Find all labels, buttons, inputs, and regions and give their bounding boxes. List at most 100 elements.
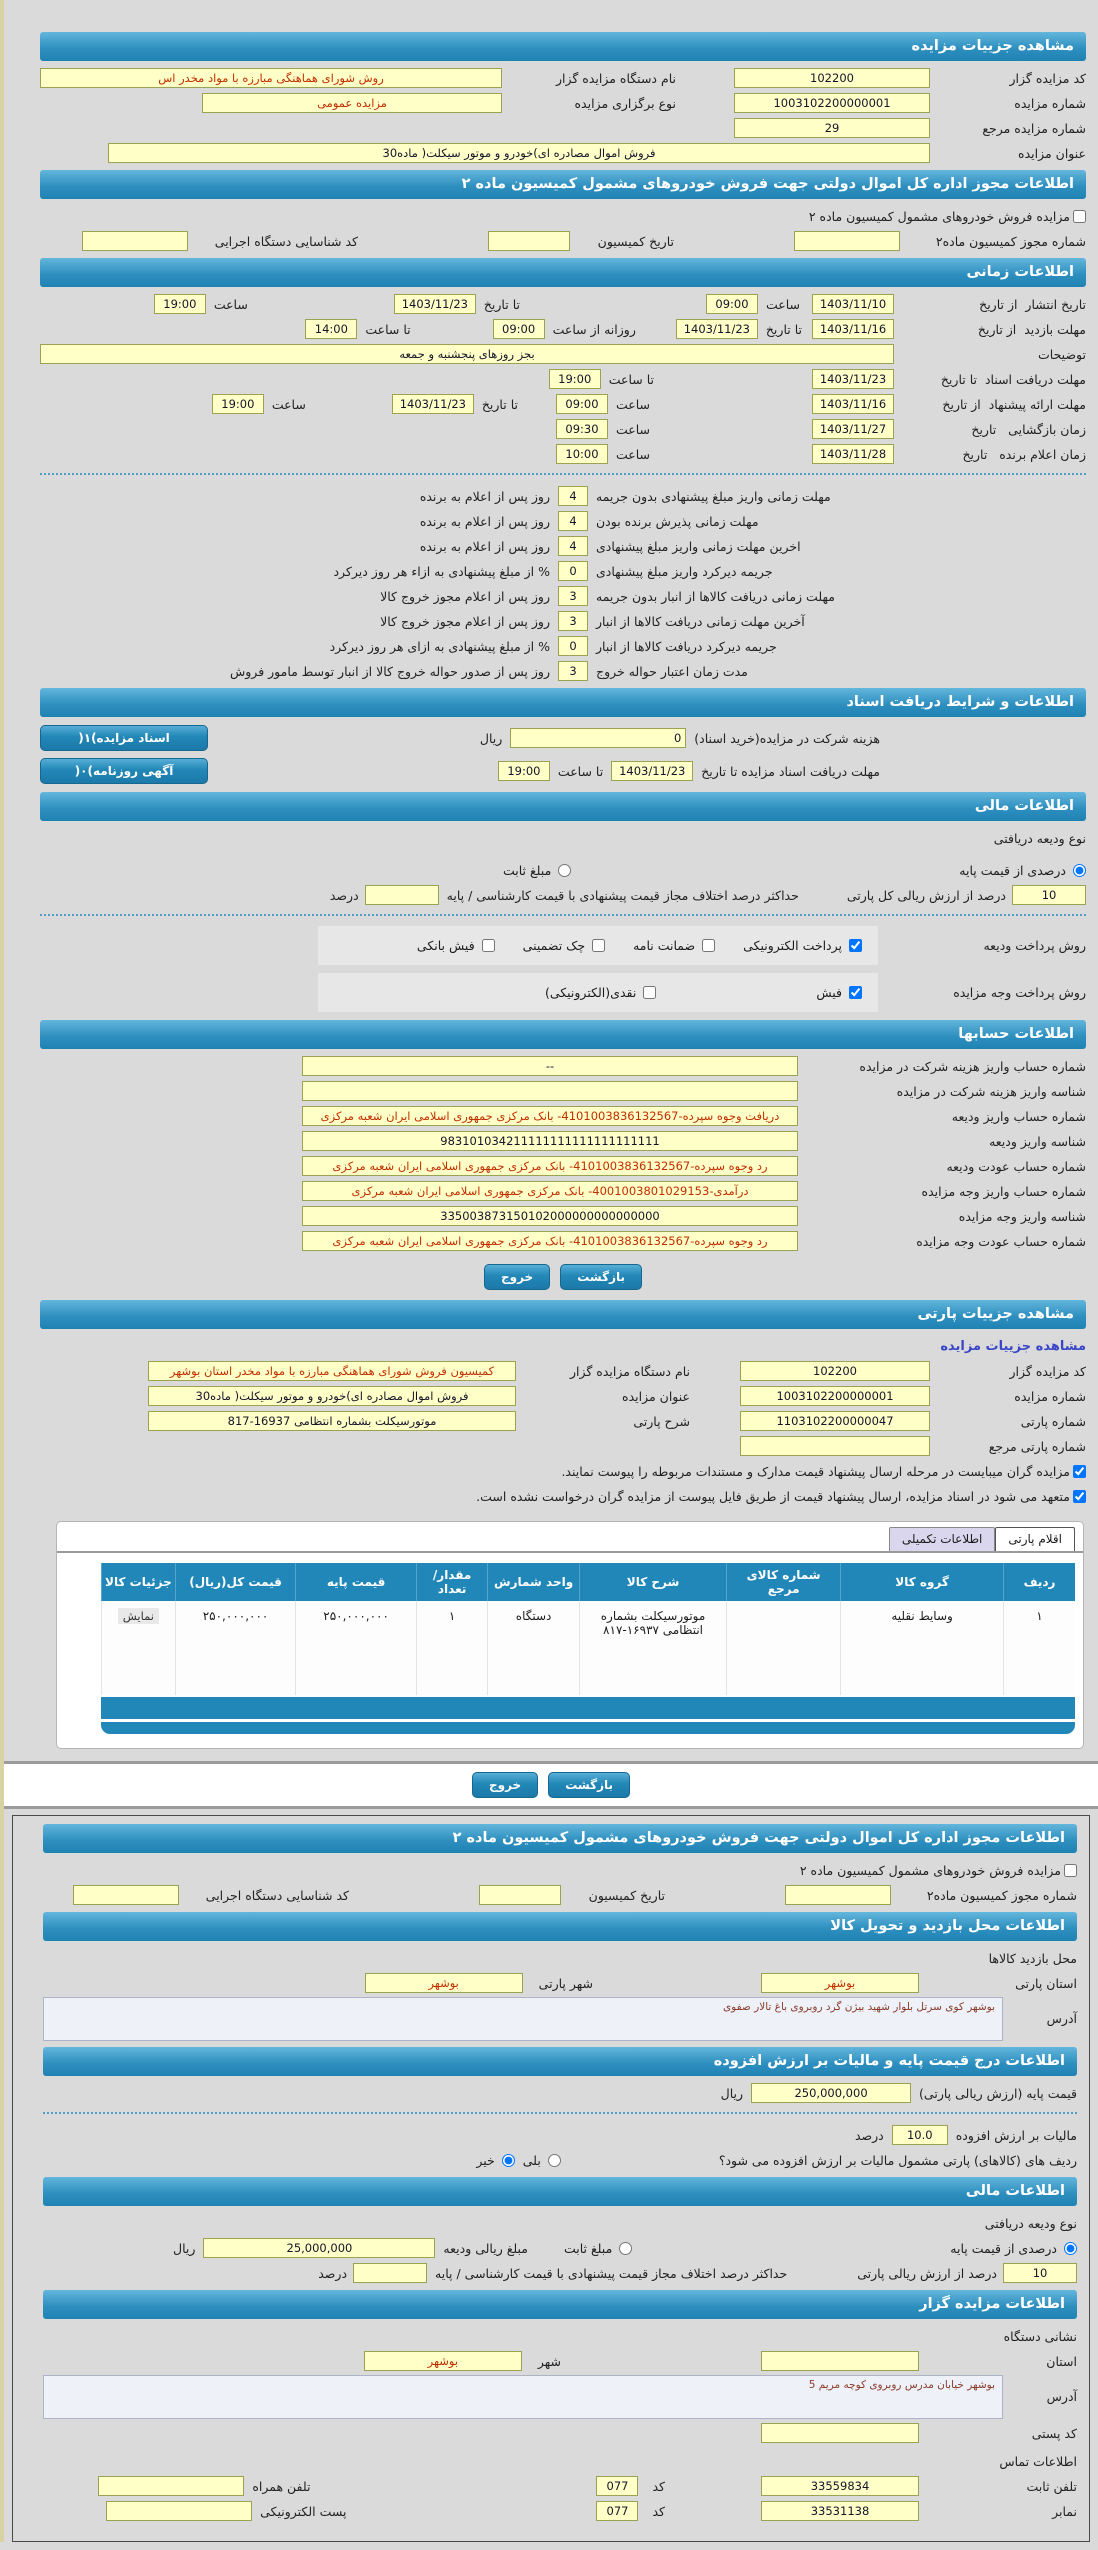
exit-button-1[interactable]: خروج: [483, 1264, 551, 1290]
fax-code-input[interactable]: 077: [596, 2501, 639, 2521]
phone-input[interactable]: 33559834: [761, 2476, 919, 2496]
made2-checkbox[interactable]: [1073, 209, 1086, 223]
docs-deadline-time-input[interactable]: 19:00: [548, 369, 601, 389]
party-auction-no-input[interactable]: 1003102200000001: [740, 1386, 930, 1406]
winner-time-input[interactable]: 10:00: [555, 444, 608, 464]
org-name-input[interactable]: روش شورای هماهنگی مبارزه با مواد مخدر اس: [40, 68, 502, 88]
bidder-code-input[interactable]: 102200: [734, 68, 930, 88]
docs-receive-time-input[interactable]: 19:00: [497, 761, 550, 781]
visit-daily-to-time-input[interactable]: 14:00: [305, 319, 358, 339]
acc-input-2[interactable]: دریافت وجوه سپرده-4101003836132567- بانک…: [302, 1106, 798, 1126]
vat-no-radio[interactable]: [501, 2153, 515, 2167]
party-bidder-code-input[interactable]: 102200: [740, 1361, 930, 1381]
tab-party-items[interactable]: اقلام پارتی: [995, 1527, 1075, 1551]
docs-receive-date-input[interactable]: 1403/11/23: [611, 761, 694, 781]
publish-to-date-input[interactable]: 1403/11/23: [393, 294, 476, 314]
auction-type-input[interactable]: مزایده عمومی: [202, 93, 502, 113]
auction-no-input[interactable]: 1003102200000001: [734, 93, 930, 113]
docs-deadline-date-input[interactable]: 1403/11/23: [812, 369, 894, 389]
postal-code-input[interactable]: [761, 2423, 919, 2443]
mobile-input[interactable]: [98, 2476, 245, 2496]
ref-no-input[interactable]: 29: [734, 118, 930, 138]
bank-slip-checkbox[interactable]: [481, 939, 495, 952]
max-diff-input-2[interactable]: [353, 2263, 428, 2283]
opening-date-input[interactable]: 1403/11/27: [812, 419, 894, 439]
made2-permit-no-input-2[interactable]: [785, 1885, 891, 1905]
deposit-amount-input[interactable]: 25,000,000: [203, 2238, 436, 2258]
guaranteed-check-checkbox[interactable]: [592, 939, 606, 952]
party-org-input[interactable]: کمیسیون فروش شورای هماهنگی مبارزه با موا…: [148, 1361, 516, 1381]
party-desc-input[interactable]: موتورسیکلت بشماره انتظامی 16937-817: [148, 1411, 516, 1431]
party-city-input[interactable]: بوشهر: [364, 1973, 523, 1993]
publish-from-time-input[interactable]: 09:00: [705, 294, 758, 314]
deposit-percent-input-1[interactable]: 10: [1012, 885, 1086, 905]
electronic-payment-checkbox[interactable]: [849, 939, 862, 952]
party-auction-title-input[interactable]: فروش اموال مصادره ای)خودرو و موتور سیکلت…: [148, 1386, 516, 1406]
vat-input[interactable]: 10.0: [891, 2125, 948, 2145]
bidder-province-input[interactable]: [761, 2351, 919, 2371]
exec-id-input-2[interactable]: [73, 1885, 179, 1905]
party-address-input[interactable]: بوشهر کوی سرتل بلوار شهید بیژن گرد روبرو…: [43, 1997, 1003, 2041]
made2-permit-no-input[interactable]: [794, 231, 900, 251]
attach-docs-checkbox[interactable]: [1073, 1464, 1086, 1478]
pen-input-6[interactable]: 0: [558, 636, 588, 656]
max-diff-input-1[interactable]: [364, 885, 439, 905]
visit-to-date-input[interactable]: 1403/11/23: [675, 319, 758, 339]
percent-of-base-radio-1[interactable]: [1073, 863, 1086, 877]
commission-date-input[interactable]: [488, 231, 570, 251]
pen-input-5[interactable]: 3: [558, 611, 588, 631]
commission-date-input-2[interactable]: [479, 1885, 561, 1905]
publish-from-date-input[interactable]: 1403/11/10: [812, 294, 894, 314]
auction-docs-button[interactable]: اسناد مزایده)۱(: [40, 725, 208, 751]
bidder-address-input[interactable]: بوشهر خیابان مدرس روبروی کوچه مریم 5: [43, 2375, 1003, 2419]
back-button-2[interactable]: بازگشت: [548, 1772, 631, 1798]
deposit-percent-input-2[interactable]: 10: [1003, 2263, 1077, 2283]
offer-from-time-input[interactable]: 09:00: [555, 394, 608, 414]
back-button-1[interactable]: بازگشت: [560, 1264, 643, 1290]
fax-input[interactable]: 33531138: [761, 2501, 919, 2521]
phone-code-input[interactable]: 077: [596, 2476, 639, 2496]
tab-additional-info[interactable]: اطلاعات تکمیلی: [888, 1527, 996, 1551]
winner-date-input[interactable]: 1403/11/28: [812, 444, 894, 464]
offer-to-date-input[interactable]: 1403/11/23: [391, 394, 474, 414]
offer-to-time-input[interactable]: 19:00: [211, 394, 264, 414]
email-input[interactable]: [106, 2501, 253, 2521]
party-ref-input[interactable]: [740, 1436, 930, 1456]
acc-input-1[interactable]: [302, 1081, 798, 1101]
acc-input-6[interactable]: 335003873150102000000000000000: [302, 1206, 798, 1226]
pen-input-3[interactable]: 0: [558, 561, 588, 581]
party-no-input[interactable]: 1103102200000047: [740, 1411, 930, 1431]
acc-input-7[interactable]: رد وجوه سپرده-4101003836132567- بانک مرک…: [302, 1231, 798, 1251]
pen-input-0[interactable]: 4: [558, 486, 588, 506]
acc-input-4[interactable]: رد وجوه سپرده-4101003836132567- بانک مرک…: [302, 1156, 798, 1176]
acc-input-3[interactable]: 983101034211111111111111111111: [302, 1131, 798, 1151]
offer-from-date-input[interactable]: 1403/11/16: [812, 394, 894, 414]
docs-fee-input[interactable]: 0: [510, 728, 687, 748]
cash-electronic-checkbox[interactable]: [643, 986, 657, 999]
acc-input-0[interactable]: --: [302, 1056, 798, 1076]
opening-time-input[interactable]: 09:30: [555, 419, 608, 439]
fixed-amount-radio-1[interactable]: [558, 863, 572, 877]
publish-to-time-input[interactable]: 19:00: [153, 294, 206, 314]
guarantee-letter-checkbox[interactable]: [702, 939, 716, 952]
pen-input-4[interactable]: 3: [558, 586, 588, 606]
party-province-input[interactable]: بوشهر: [761, 1973, 919, 1993]
base-price-input[interactable]: 250,000,000: [751, 2083, 912, 2103]
show-goods-details-link[interactable]: نمایش: [117, 1608, 159, 1624]
view-auction-details-link[interactable]: مشاهده جزییات مزایده: [940, 1338, 1086, 1354]
auction-title-input[interactable]: فروش اموال مصادره ای)خودرو و موتور سیکلت…: [108, 143, 930, 163]
fish-checkbox[interactable]: [849, 986, 862, 999]
bidder-city-input[interactable]: بوشهر: [363, 2351, 522, 2371]
newspaper-ad-button[interactable]: آگهی روزنامه)۰(: [40, 758, 208, 784]
pen-input-7[interactable]: 3: [558, 661, 588, 681]
no-file-offer-checkbox[interactable]: [1073, 1489, 1086, 1503]
percent-of-base-radio-2[interactable]: [1064, 2241, 1077, 2255]
pen-input-2[interactable]: 4: [558, 536, 588, 556]
made2-checkbox-2[interactable]: [1064, 1863, 1077, 1877]
pen-input-1[interactable]: 4: [558, 511, 588, 531]
vat-yes-radio[interactable]: [547, 2153, 561, 2167]
notes-input[interactable]: بجز روزهای پنجشنبه و جمعه: [40, 344, 894, 364]
visit-daily-from-time-input[interactable]: 09:00: [492, 319, 545, 339]
acc-input-5[interactable]: درآمدی-4001003801029153- بانک مرکزی جمهو…: [302, 1181, 798, 1201]
fixed-amount-radio-2[interactable]: [619, 2241, 633, 2255]
